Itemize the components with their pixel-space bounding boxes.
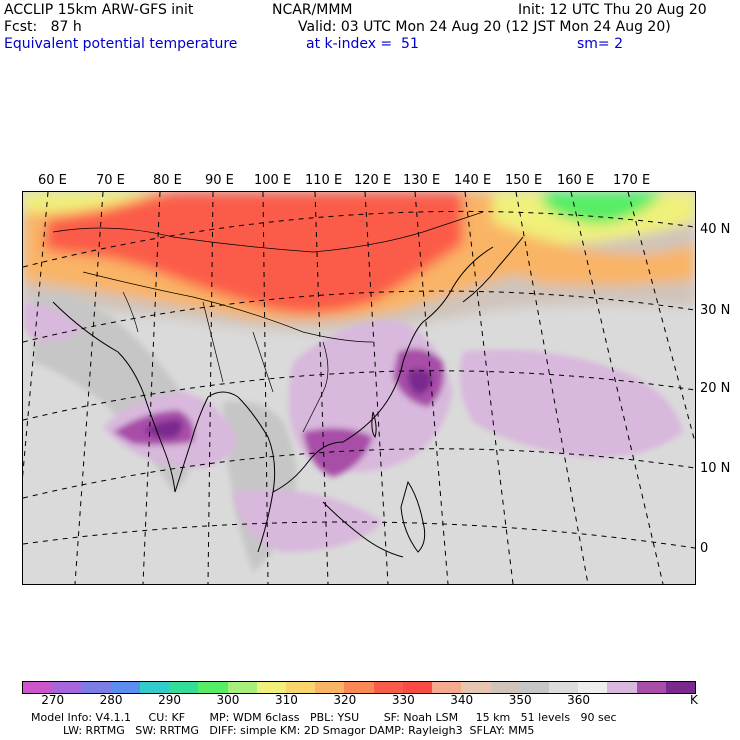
colorbar-swatch: [169, 682, 199, 693]
colorbar-tick-label: 360: [567, 693, 591, 707]
lat-label: 20 N: [700, 381, 731, 396]
valid-time: Valid: 03 UTC Mon 24 Aug 20 (12 JST Mon …: [298, 19, 671, 35]
lon-label: 90 E: [205, 173, 234, 188]
colorbar-swatch: [198, 682, 228, 693]
lon-label: 120 E: [354, 173, 392, 188]
colorbar-swatch: [402, 682, 433, 693]
colorbar-tick-label: 340: [450, 693, 474, 707]
init-time: Init: 12 UTC Thu 20 Aug 20: [518, 2, 707, 18]
colorbar-tick-label: 320: [333, 693, 357, 707]
level-label: at k-index = 51: [306, 36, 419, 52]
map-panel: [22, 191, 696, 585]
colorbar-swatch: [578, 682, 608, 693]
model-info-line-1: Model Info: V4.1.1 CU: KF MP: WDM 6class…: [31, 711, 617, 724]
lat-label: 30 N: [700, 303, 731, 318]
theta-e-north-bands: [23, 192, 695, 333]
forecast-hour: Fcst: 87 h: [4, 19, 82, 35]
colorbar-tick-label: 310: [274, 693, 298, 707]
lon-label: 140 E: [454, 173, 492, 188]
smoothing-label: sm= 2: [577, 36, 624, 52]
colorbar-swatch: [490, 682, 520, 693]
colorbar-swatch: [519, 682, 549, 693]
colorbar-swatch: [139, 682, 170, 693]
lon-label: 150 E: [505, 173, 543, 188]
colorbar-swatch: [81, 682, 111, 693]
lon-label: 170 E: [613, 173, 651, 188]
graticule: [23, 192, 695, 584]
colorbar: [22, 681, 696, 694]
model-info-line-2: LW: RRTMG SW: RRTMG DIFF: simple KM: 2D …: [63, 724, 535, 737]
colorbar-tick-label: 270: [41, 693, 65, 707]
lon-label: 110 E: [305, 173, 343, 188]
colorbar-swatch: [461, 682, 491, 693]
lon-label: 100 E: [254, 173, 292, 188]
lon-label: 130 E: [403, 173, 441, 188]
colorbar-unit: K: [690, 693, 698, 707]
colorbar-tick-label: 300: [216, 693, 240, 707]
colorbar-swatch: [256, 682, 286, 693]
lon-label: 80 E: [153, 173, 182, 188]
colorbar-tick-label: 330: [391, 693, 415, 707]
map-canvas: [23, 192, 695, 584]
colorbar-swatch: [315, 682, 345, 693]
lat-label: 40 N: [700, 222, 731, 237]
coastlines: [52, 236, 524, 558]
colorbar-swatch: [607, 682, 637, 693]
lat-label: 10 N: [700, 461, 731, 476]
theta-e-convective-areas: [23, 302, 683, 552]
colorbar-swatch: [373, 682, 403, 693]
lon-label: 60 E: [38, 173, 67, 188]
field-name: Equivalent potential temperature: [4, 36, 238, 52]
colorbar-tick-label: 280: [99, 693, 123, 707]
colorbar-swatch: [344, 682, 374, 693]
country-borders: [52, 211, 484, 433]
colorbar-tick-label: 350: [508, 693, 532, 707]
colorbar-swatch: [432, 682, 462, 693]
colorbar-swatch: [665, 682, 696, 693]
colorbar-swatch: [227, 682, 257, 693]
colorbar-swatch: [636, 682, 666, 693]
lon-label: 160 E: [557, 173, 595, 188]
colorbar-tick-label: 290: [158, 693, 181, 707]
colorbar-swatch: [23, 682, 53, 693]
lon-label: 70 E: [96, 173, 125, 188]
lat-label: 0: [700, 541, 709, 556]
colorbar-swatch: [285, 682, 316, 693]
colorbar-swatch: [548, 682, 579, 693]
model-title: ACCLIP 15km ARW-GFS init: [4, 2, 194, 18]
organization-label: NCAR/MMM: [272, 2, 353, 18]
colorbar-swatch: [52, 682, 82, 693]
colorbar-swatch: [110, 682, 140, 693]
